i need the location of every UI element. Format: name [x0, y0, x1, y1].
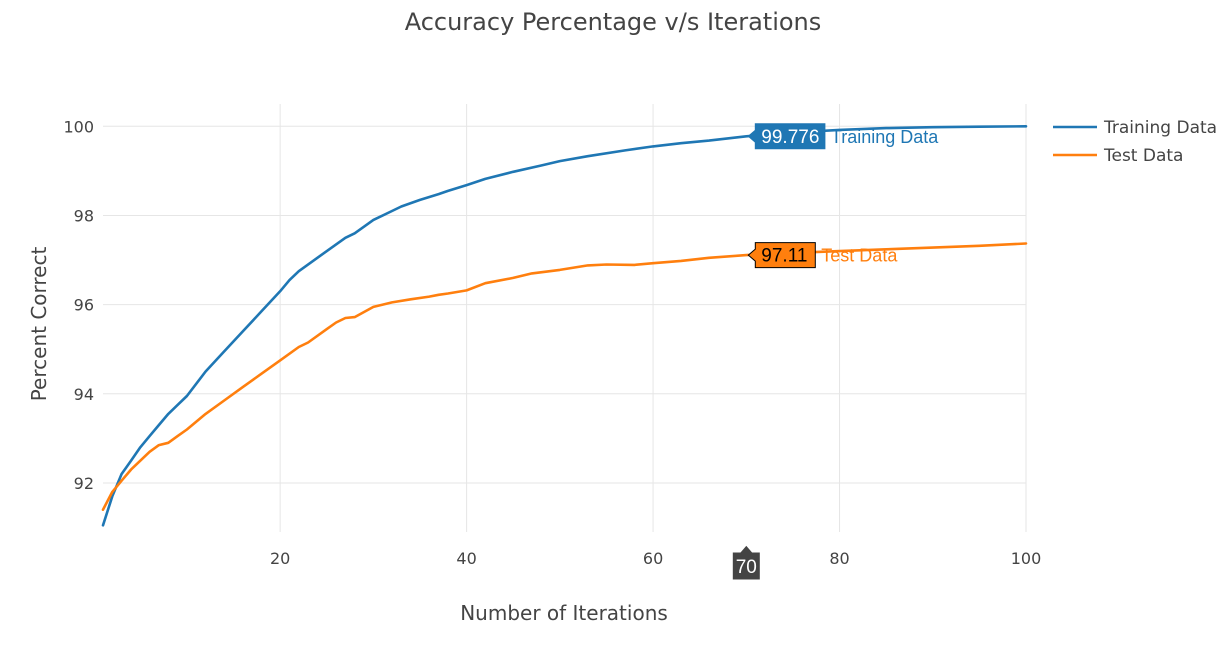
y-tick-label: 100 [63, 117, 94, 136]
hover-label-value: 97.11 [761, 246, 807, 267]
x-axis-title: Number of Iterations [460, 601, 668, 625]
hover-label-value: 99.776 [761, 127, 819, 148]
legend-item-training[interactable]: Training Data [1053, 118, 1217, 138]
y-tick-label: 94 [74, 385, 94, 404]
series-layer [101, 125, 1028, 527]
hover-label-box [747, 123, 826, 150]
tick-layer: 92 94 96 98 100 20 40 60 80 100 [63, 117, 1041, 568]
y-axis-title: Percent Correct [27, 247, 51, 402]
hover-label-test: 97.11 Test Data [747, 242, 898, 269]
hover-label-series-name: Training Data [831, 127, 939, 147]
hover-label-series-name: Test Data [821, 246, 898, 266]
legend-item-test[interactable]: Test Data [1053, 146, 1183, 166]
x-tick-label: 20 [270, 549, 290, 568]
legend-item-label: Test Data [1103, 146, 1183, 166]
legend-item-label: Training Data [1103, 118, 1217, 138]
hover-x-label-text: 70 [736, 557, 757, 578]
x-tick-label: 80 [829, 549, 849, 568]
x-tick-label: 40 [456, 549, 476, 568]
y-tick-label: 98 [74, 206, 94, 225]
grid-layer [103, 104, 1027, 532]
hover-x-label-box [731, 544, 761, 581]
y-tick-label: 92 [74, 474, 94, 493]
x-tick-label: 60 [643, 549, 663, 568]
x-tick-label: 100 [1011, 549, 1042, 568]
hover-x-label: 70 [731, 544, 761, 581]
legend[interactable]: Training Data Test Data [1053, 118, 1217, 166]
y-tick-label: 96 [74, 296, 94, 315]
series-line-test [101, 242, 1028, 512]
series-line-training [101, 125, 1028, 527]
hover-label-box [747, 242, 816, 269]
chart-title: Accuracy Percentage v/s Iterations [405, 8, 822, 36]
hover-layer: 99.776 Training Data 97.11 Test Data 70 [731, 123, 939, 581]
hover-label-training: 99.776 Training Data [747, 123, 939, 150]
